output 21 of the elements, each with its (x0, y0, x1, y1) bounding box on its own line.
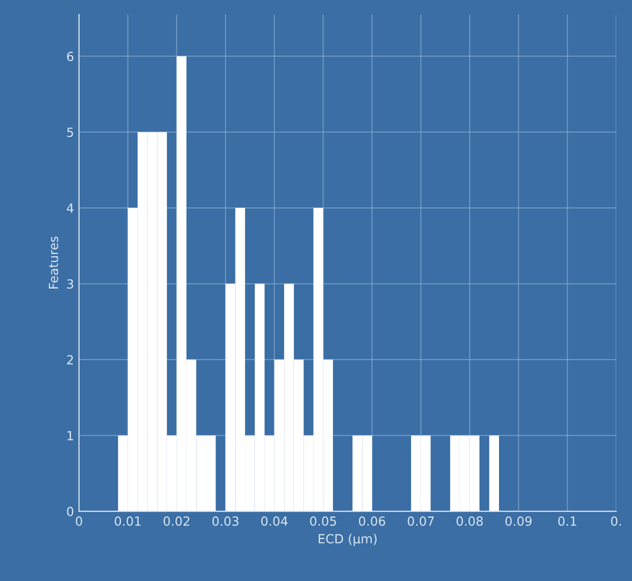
x-tick-label: 0 (76, 516, 82, 526)
x-tick-label: 0.03 (212, 516, 238, 526)
x-tick-label: 0.01 (114, 516, 141, 526)
x-tick-label: 0.1 (558, 516, 576, 526)
y-tick-label: 0 (67, 506, 74, 516)
y-axis-title: Features (48, 236, 58, 289)
y-tick-label: 6 (67, 52, 74, 62)
x-tick-label: 0.06 (358, 516, 386, 526)
x-tick-label: 0.07 (408, 516, 434, 526)
x-tick-label: 0.08 (456, 516, 483, 526)
x-tick-label: 0. (611, 516, 621, 526)
y-tick-label: 5 (67, 128, 74, 138)
x-tick-label: 0.09 (505, 516, 532, 526)
x-tick-label: 0.02 (164, 516, 190, 526)
y-tick-label: 4 (66, 204, 74, 213)
y-tick-label: 3 (67, 279, 74, 289)
x-tick-label: 0.04 (261, 516, 288, 526)
y-tick-label: 1 (68, 431, 73, 440)
x-axis-title: ECD (µm) (318, 534, 377, 546)
x-tick-label: 0.05 (310, 516, 336, 526)
y-tick-label: 2 (67, 355, 73, 364)
